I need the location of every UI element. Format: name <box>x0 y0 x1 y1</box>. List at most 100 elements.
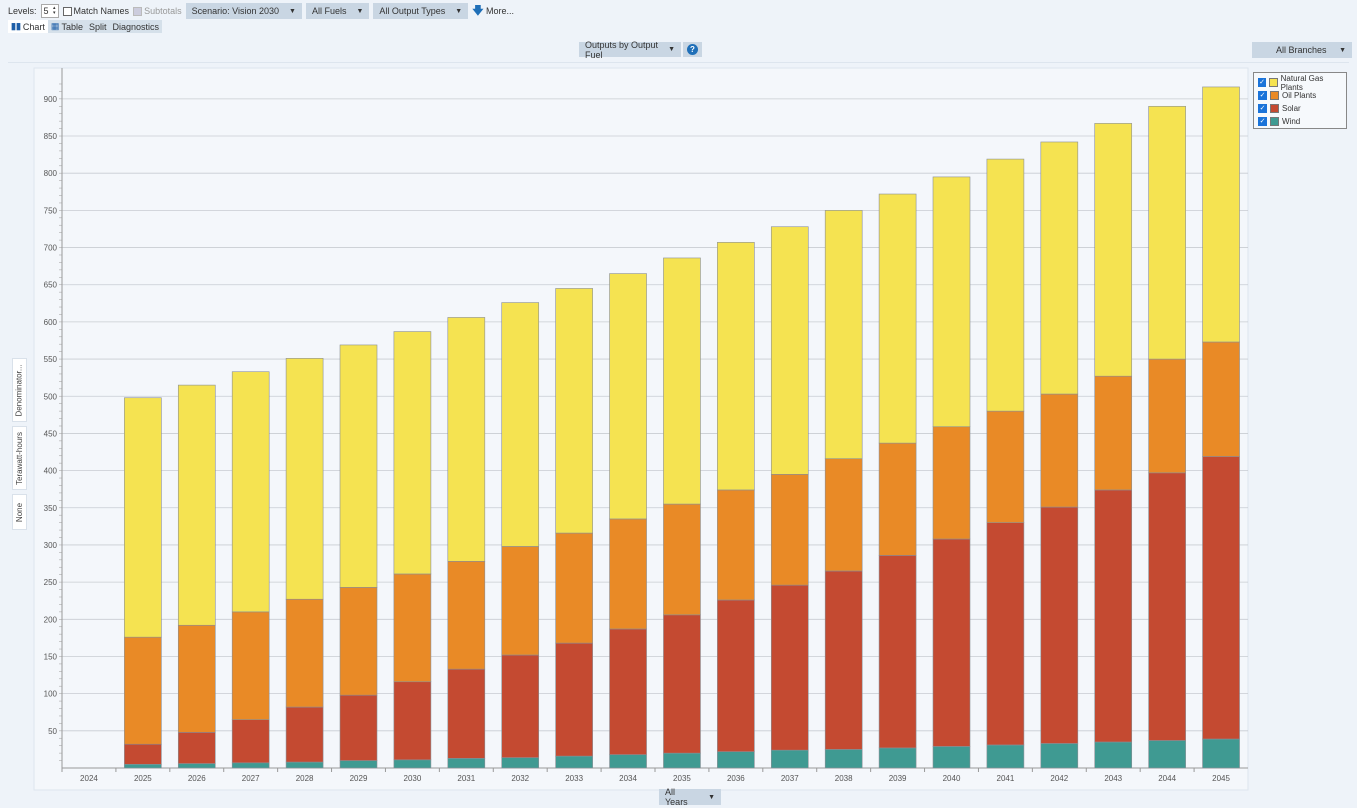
bar-oil-plants[interactable] <box>447 561 486 670</box>
bar-natural-gas-plants[interactable] <box>555 288 593 534</box>
bar-solar[interactable] <box>663 614 701 754</box>
bar-wind[interactable] <box>231 762 270 769</box>
levels-stepper[interactable]: 5 ▴ ▾ <box>40 4 59 18</box>
bar-wind[interactable] <box>717 751 755 769</box>
checkbox-checked-icon[interactable]: ✓ <box>1258 78 1267 87</box>
bar-oil-plants[interactable] <box>770 474 809 586</box>
bar-natural-gas-plants[interactable] <box>717 242 755 491</box>
bar-oil-plants[interactable] <box>124 636 162 745</box>
scenario-dropdown[interactable]: Scenario: Vision 2030 ▼ <box>185 3 302 19</box>
bar-wind[interactable] <box>1148 740 1186 769</box>
bar-wind[interactable] <box>555 755 593 769</box>
bar-natural-gas-plants[interactable] <box>609 273 647 520</box>
bar-wind[interactable] <box>447 758 486 769</box>
bar-wind[interactable] <box>609 754 647 769</box>
bar-wind[interactable] <box>663 752 701 769</box>
output-types-dropdown[interactable]: All Output Types ▼ <box>373 3 469 19</box>
bar-wind[interactable] <box>124 763 162 769</box>
bar-oil-plants[interactable] <box>177 624 216 733</box>
bar-wind[interactable] <box>878 747 917 769</box>
tab-split[interactable]: Split <box>85 20 110 33</box>
help-button[interactable]: ? <box>683 42 702 57</box>
fuels-dropdown[interactable]: All Fuels ▼ <box>305 3 370 19</box>
bar-natural-gas-plants[interactable] <box>986 158 1025 412</box>
bar-wind[interactable] <box>932 746 971 769</box>
legend-item[interactable]: ✓ Oil Plants <box>1258 89 1342 102</box>
bar-natural-gas-plants[interactable] <box>663 257 701 505</box>
bar-solar[interactable] <box>986 522 1025 746</box>
years-dropdown[interactable]: All Years ▼ <box>659 787 721 807</box>
bar-oil-plants[interactable] <box>555 532 593 644</box>
checkbox-checked-icon[interactable]: ✓ <box>1258 91 1267 100</box>
bar-natural-gas-plants[interactable] <box>339 344 378 588</box>
bar-solar[interactable] <box>339 694 378 761</box>
bar-solar[interactable] <box>878 555 917 749</box>
bar-oil-plants[interactable] <box>1148 358 1186 474</box>
bar-oil-plants[interactable] <box>393 573 432 683</box>
bar-solar[interactable] <box>447 668 486 759</box>
legend-item[interactable]: ✓ Natural Gas Plants <box>1258 74 1342 92</box>
bar-wind[interactable] <box>393 759 432 769</box>
bar-oil-plants[interactable] <box>231 611 270 720</box>
bar-natural-gas-plants[interactable] <box>932 176 971 428</box>
bar-solar[interactable] <box>285 706 324 763</box>
bar-wind[interactable] <box>177 763 216 769</box>
denominator-button[interactable]: Denominator... <box>12 358 27 422</box>
bar-solar[interactable] <box>231 719 270 764</box>
bar-oil-plants[interactable] <box>986 410 1025 523</box>
bar-natural-gas-plants[interactable] <box>1148 105 1186 360</box>
bar-oil-plants[interactable] <box>878 442 917 556</box>
bar-natural-gas-plants[interactable] <box>447 317 486 562</box>
more-button[interactable]: 🡇 More... <box>472 2 514 21</box>
bar-natural-gas-plants[interactable] <box>124 397 162 638</box>
bar-oil-plants[interactable] <box>663 503 701 616</box>
bar-natural-gas-plants[interactable] <box>878 193 917 444</box>
bar-solar[interactable] <box>824 570 863 750</box>
bar-oil-plants[interactable] <box>285 598 324 708</box>
bar-solar[interactable] <box>1040 506 1079 744</box>
bar-wind[interactable] <box>986 744 1025 769</box>
bar-natural-gas-plants[interactable] <box>231 371 270 613</box>
bar-natural-gas-plants[interactable] <box>285 358 324 600</box>
branches-dropdown[interactable]: All Branches ▼ <box>1252 42 1352 58</box>
bar-natural-gas-plants[interactable] <box>393 331 432 575</box>
bar-oil-plants[interactable] <box>717 489 755 601</box>
bar-oil-plants[interactable] <box>824 458 863 572</box>
bar-solar[interactable] <box>124 743 162 765</box>
bar-wind[interactable] <box>1040 743 1079 769</box>
bar-oil-plants[interactable] <box>1094 375 1133 491</box>
bar-solar[interactable] <box>555 642 593 757</box>
bar-natural-gas-plants[interactable] <box>501 302 540 547</box>
bar-oil-plants[interactable] <box>501 546 540 656</box>
bar-oil-plants[interactable] <box>609 518 647 630</box>
bar-wind[interactable] <box>824 749 863 769</box>
bar-wind[interactable] <box>1094 741 1133 769</box>
bar-solar[interactable] <box>932 538 971 747</box>
bar-solar[interactable] <box>501 654 540 758</box>
bar-oil-plants[interactable] <box>1040 393 1079 508</box>
bar-wind[interactable] <box>501 757 540 769</box>
bar-oil-plants[interactable] <box>339 587 378 696</box>
bar-solar[interactable] <box>609 628 647 755</box>
bar-natural-gas-plants[interactable] <box>1094 123 1133 377</box>
bar-solar[interactable] <box>770 584 809 751</box>
bar-wind[interactable] <box>770 749 809 769</box>
bar-wind[interactable] <box>285 761 324 769</box>
bar-solar[interactable] <box>177 732 216 764</box>
bar-natural-gas-plants[interactable] <box>1040 141 1079 395</box>
legend-item[interactable]: ✓ Solar <box>1258 102 1342 115</box>
match-names-checkbox[interactable]: Match Names <box>62 6 129 17</box>
bar-wind[interactable] <box>339 760 378 769</box>
tab-chart[interactable]: ▮▮ Chart <box>8 20 48 33</box>
bar-solar[interactable] <box>1202 456 1240 740</box>
bar-natural-gas-plants[interactable] <box>1202 86 1240 343</box>
bar-solar[interactable] <box>717 599 755 752</box>
bar-solar[interactable] <box>1094 489 1133 743</box>
bar-oil-plants[interactable] <box>932 426 971 540</box>
bar-oil-plants[interactable] <box>1202 341 1240 457</box>
unit-button[interactable]: Terawatt-hours <box>12 426 27 490</box>
scaling-button[interactable]: None <box>12 494 27 530</box>
bar-wind[interactable] <box>1202 738 1240 769</box>
legend-item[interactable]: ✓ Wind <box>1258 115 1342 128</box>
checkbox-checked-icon[interactable]: ✓ <box>1258 117 1267 126</box>
